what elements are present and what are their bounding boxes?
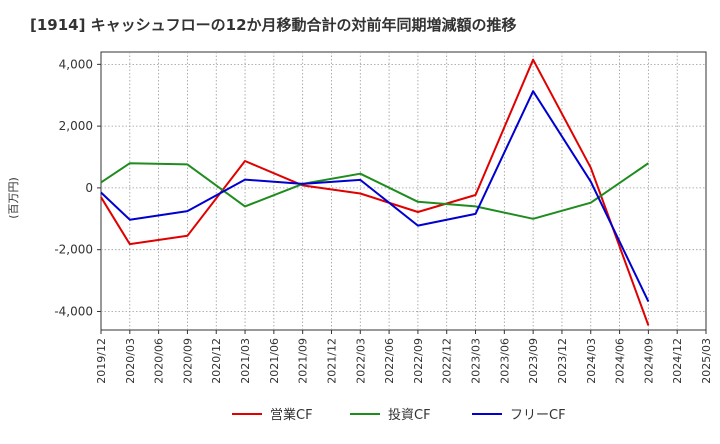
y-axis-label: (百万円) [7, 177, 20, 219]
x-tick-label: 2024/09 [642, 338, 655, 384]
legend-label: 営業CF [270, 407, 313, 423]
y-tick-label: 0 [85, 181, 93, 195]
x-tick-label: 2023/03 [470, 338, 483, 384]
legend-label: フリーCF [510, 408, 566, 423]
x-tick-label: 2022/06 [383, 338, 396, 384]
series-line [100, 90, 650, 303]
x-tick-label: 2020/06 [153, 338, 166, 384]
x-tick-label: 2021/06 [268, 338, 281, 384]
x-tick-label: 2022/09 [412, 338, 425, 384]
x-tick-label: 2020/03 [124, 338, 137, 384]
y-axis-ticks: 4,000 2,000 0 -2,000 -4,000 [54, 57, 101, 318]
y-tick-label: -4,000 [54, 304, 93, 318]
x-axis-ticks: 2019/12 2020/03 2020/06 2020/09 2020/12 2021/… [95, 330, 713, 384]
x-tick-label: 2024/03 [585, 338, 598, 384]
x-tick-label: 2021/12 [325, 338, 338, 384]
x-tick-label: 2021/09 [297, 338, 310, 384]
legend: 営業CF 投資CF フリーCF [232, 407, 566, 423]
x-tick-label: 2022/03 [354, 338, 367, 384]
chart-title: [1914] キャッシュフローの12か月移動合計の対前年同期増減額の推移 [30, 16, 517, 34]
x-tick-label: 2023/12 [556, 338, 569, 384]
x-tick-label: 2023/06 [498, 338, 511, 384]
series-line [100, 58, 650, 326]
legend-label: 投資CF [388, 407, 431, 423]
x-tick-label: 2023/09 [527, 338, 540, 384]
plot-area [100, 51, 707, 331]
x-tick-label: 2024/12 [671, 338, 684, 384]
y-tick-label: 2,000 [59, 119, 93, 133]
plot-border [100, 51, 707, 331]
x-tick-label: 2024/06 [614, 338, 627, 384]
grid-lines [101, 52, 706, 330]
x-tick-label: 2021/03 [239, 338, 252, 384]
series-line [100, 162, 649, 220]
x-tick-label: 2020/12 [210, 338, 223, 384]
x-tick-label: 2019/12 [95, 338, 108, 384]
x-tick-label: 2025/03 [700, 338, 713, 384]
y-tick-label: -2,000 [54, 243, 93, 257]
x-tick-label: 2022/12 [441, 338, 454, 384]
x-tick-label: 2020/09 [181, 338, 194, 384]
y-tick-label: 4,000 [59, 57, 93, 71]
series-layer [100, 58, 650, 326]
